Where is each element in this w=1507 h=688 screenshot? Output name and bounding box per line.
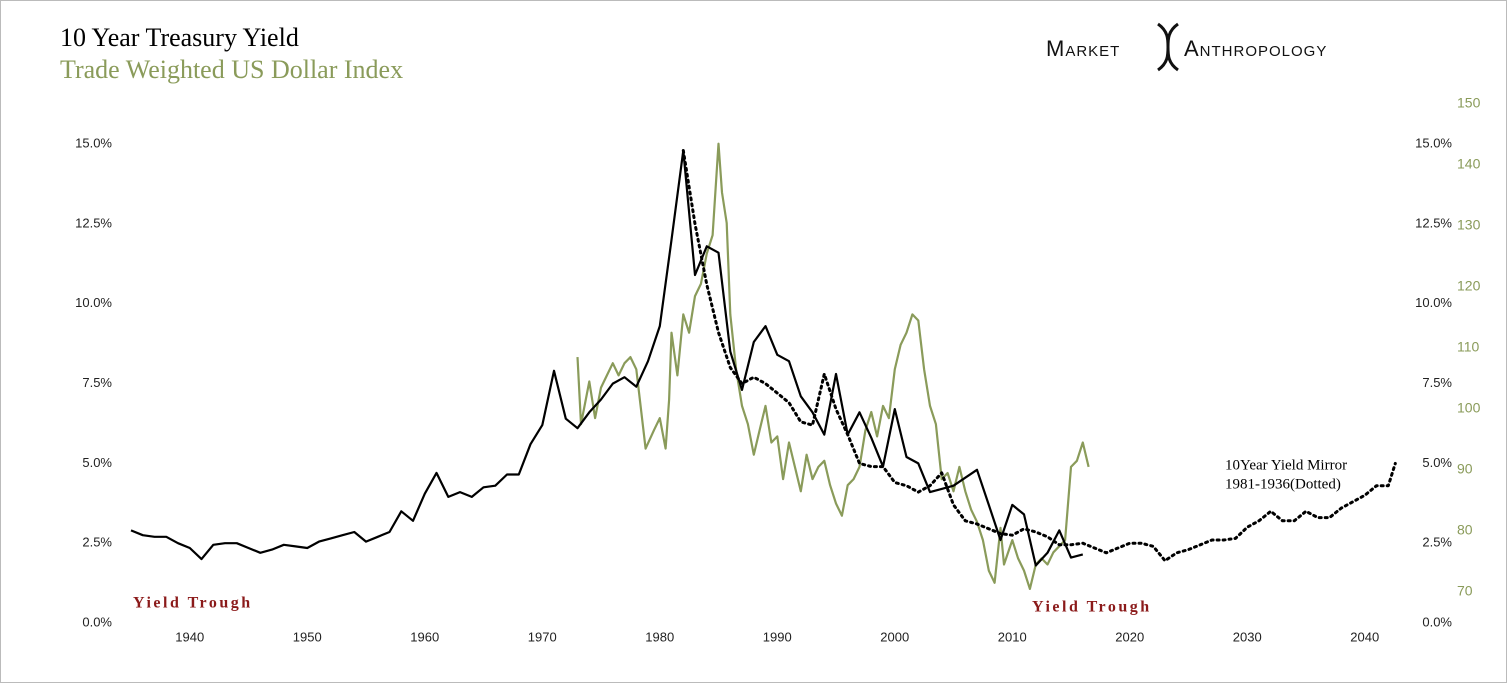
y2-tick-label: 110 [1457, 339, 1480, 355]
x-tick-label: 2010 [998, 629, 1027, 644]
y-tick-label: 12.5% [75, 215, 112, 230]
x-tick-label: 1960 [410, 629, 439, 644]
y2-tick-label: 140 [1457, 156, 1481, 172]
y2-tick-label: 100 [1457, 400, 1481, 416]
annotation: 10Year Yield Mirror [1225, 457, 1347, 473]
y-tick-label-right: 0.0% [1422, 614, 1452, 629]
series-line [130, 149, 1084, 567]
x-tick-label: 1990 [763, 629, 792, 644]
y-tick-label: 5.0% [82, 455, 112, 470]
x-tick-label: 1980 [645, 629, 674, 644]
series-line [681, 149, 1397, 563]
annotation: Yield Trough [133, 595, 253, 612]
x-tick-label: 2030 [1233, 629, 1262, 644]
x-tick-label: 1940 [175, 629, 204, 644]
chart-title: 10 Year Treasury Yield [60, 23, 299, 52]
x-tick-label: 1950 [293, 629, 322, 644]
y-tick-label: 2.5% [82, 535, 112, 550]
y2-tick-label: 80 [1457, 522, 1473, 538]
y-tick-label: 10.0% [75, 295, 112, 310]
brand-icon [1157, 22, 1179, 72]
chart-subtitle: Trade Weighted US Dollar Index [60, 55, 403, 84]
y-tick-label-right: 12.5% [1415, 215, 1452, 230]
y2-tick-label: 130 [1457, 217, 1481, 233]
y-tick-label-right: 15.0% [1415, 136, 1452, 151]
y2-tick-label: 70 [1457, 583, 1473, 599]
x-tick-label: 1970 [528, 629, 557, 644]
y-tick-label-right: 10.0% [1415, 295, 1452, 310]
y-tick-label-right: 5.0% [1422, 455, 1452, 470]
y-tick-label: 15.0% [75, 136, 112, 151]
y2-tick-label: 150 [1457, 95, 1481, 111]
brand-text: Market [1046, 36, 1120, 61]
y2-tick-label: 120 [1457, 278, 1481, 294]
y-tick-label-right: 7.5% [1422, 375, 1452, 390]
annotation: 1981-1936(Dotted) [1225, 476, 1341, 492]
y-tick-label-right: 2.5% [1422, 535, 1452, 550]
y-tick-label: 0.0% [82, 614, 112, 629]
x-tick-label: 2000 [880, 629, 909, 644]
annotation: Yield Trough [1032, 599, 1152, 616]
brand-text: Anthropology [1184, 36, 1327, 61]
x-tick-label: 2020 [1115, 629, 1144, 644]
series-line [576, 142, 1090, 590]
x-tick-label: 2040 [1350, 629, 1379, 644]
y-tick-label: 7.5% [82, 375, 112, 390]
y2-tick-label: 90 [1457, 461, 1473, 477]
